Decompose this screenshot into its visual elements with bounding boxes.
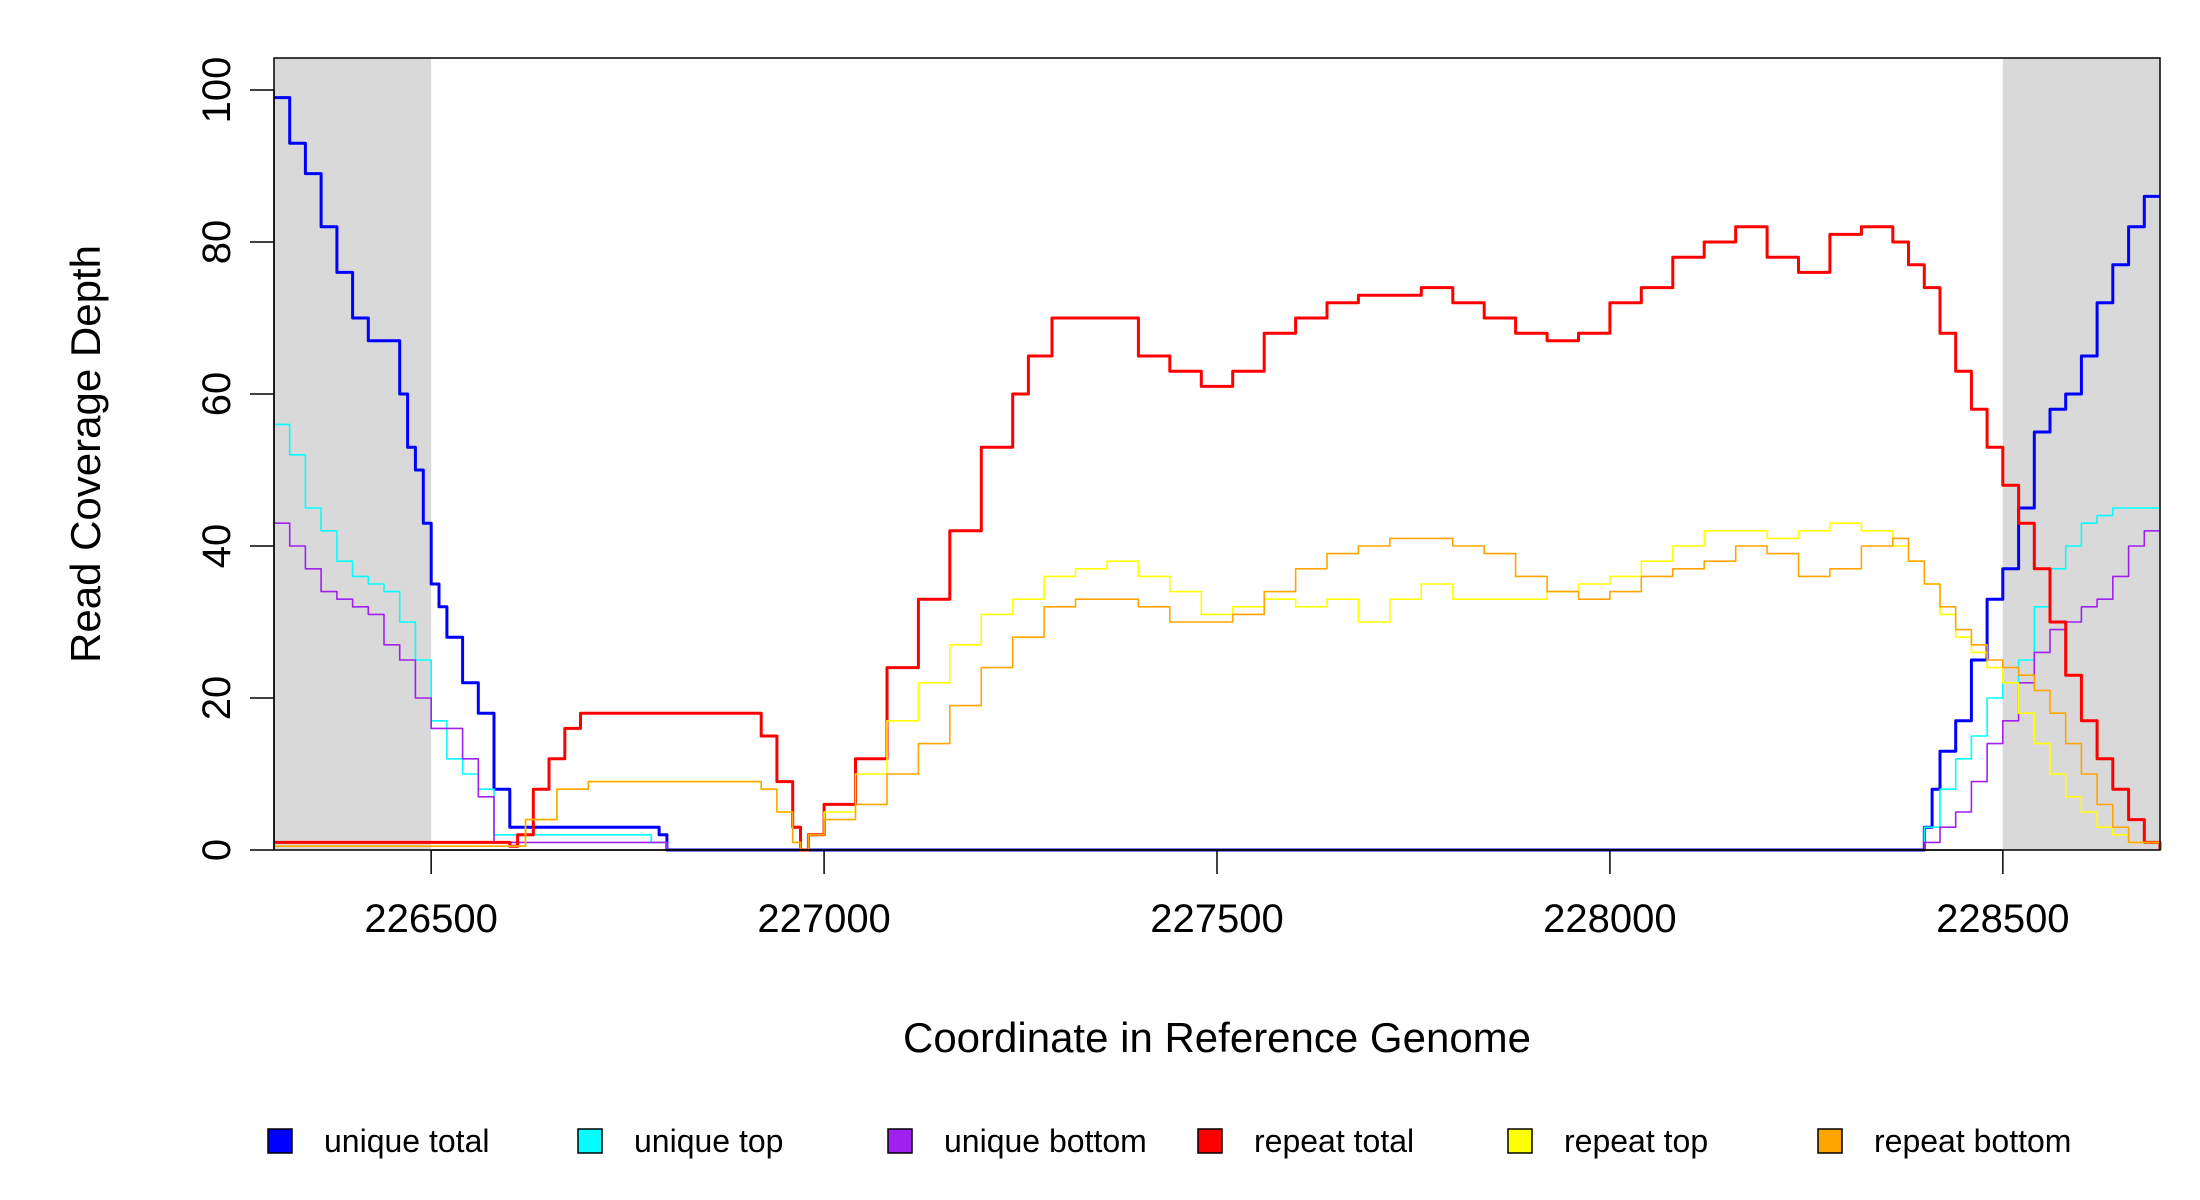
legend-swatch <box>887 1128 913 1154</box>
series-line-repeat-bottom <box>274 537 2161 851</box>
y-axis-label: Read Coverage Depth <box>62 245 109 663</box>
legend-swatch <box>267 1128 293 1154</box>
y-tick-label: 80 <box>195 220 239 265</box>
series-line-unique-top <box>274 423 2160 851</box>
legend-label: repeat total <box>1254 1123 1414 1159</box>
y-tick-label: 40 <box>195 524 239 569</box>
legend-label: unique total <box>324 1123 489 1159</box>
series-lines <box>274 96 2162 852</box>
x-axis-label: Coordinate in Reference Genome <box>903 1014 1531 1061</box>
shaded-region-1 <box>2002 58 2160 850</box>
legend-label: repeat top <box>1564 1123 1708 1159</box>
y-axis: 0 20 40 60 80 100 <box>195 57 275 861</box>
series-line-unique-total <box>274 96 2160 852</box>
legend-swatch <box>1817 1128 1843 1154</box>
legend: unique total unique top unique bottom repea… <box>267 1123 2071 1159</box>
x-tick-label: 227500 <box>1150 897 1283 941</box>
legend-label: unique bottom <box>944 1123 1147 1159</box>
legend-swatch <box>1507 1128 1533 1154</box>
y-tick-label: 20 <box>195 676 239 721</box>
legend-swatch <box>577 1128 603 1154</box>
legend-label: unique top <box>634 1123 783 1159</box>
shaded-regions <box>274 58 2160 850</box>
x-axis: 226500 227000 227500 228000 228500 <box>364 849 2070 941</box>
y-tick-label: 100 <box>195 57 239 124</box>
x-tick-label: 228000 <box>1543 897 1676 941</box>
x-tick-label: 227000 <box>757 897 890 941</box>
legend-label: repeat bottom <box>1874 1123 2071 1159</box>
y-tick-label: 0 <box>195 839 239 861</box>
x-tick-label: 228500 <box>1936 897 2069 941</box>
x-tick-label: 226500 <box>364 897 497 941</box>
y-tick-label: 60 <box>195 372 239 417</box>
plot-frame <box>273 57 2161 851</box>
legend-swatch <box>1197 1128 1223 1154</box>
series-line-repeat-total <box>274 225 2162 852</box>
